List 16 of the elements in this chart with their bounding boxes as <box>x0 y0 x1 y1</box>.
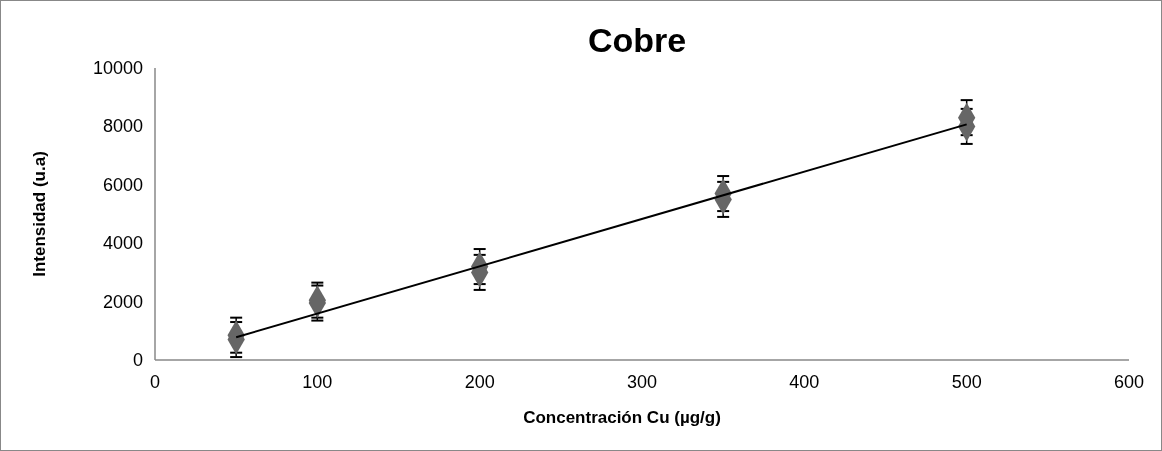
chart-title: Cobre <box>587 21 687 59</box>
y-tick-label: 0 <box>132 350 143 370</box>
y-axis-title: Intensidad (u.a) <box>30 151 49 277</box>
y-tick-label: 8000 <box>102 116 143 137</box>
x-tick-label: 500 <box>951 372 982 392</box>
x-axis-title: Concentración Cu (µg/g) <box>523 408 721 427</box>
x-tick-label: 400 <box>789 372 820 392</box>
y-tick-label: 2000 <box>102 291 143 312</box>
y-tick-label: 10000 <box>92 58 143 78</box>
x-tick-label: 100 <box>302 372 333 392</box>
x-tick-label: 200 <box>464 372 495 392</box>
x-tick-label: 0 <box>149 372 161 392</box>
x-tick-label: 300 <box>626 372 658 392</box>
x-tick-label: 600 <box>1113 372 1145 392</box>
y-tick-label: 6000 <box>102 174 143 195</box>
y-tick-label: 4000 <box>102 233 143 254</box>
